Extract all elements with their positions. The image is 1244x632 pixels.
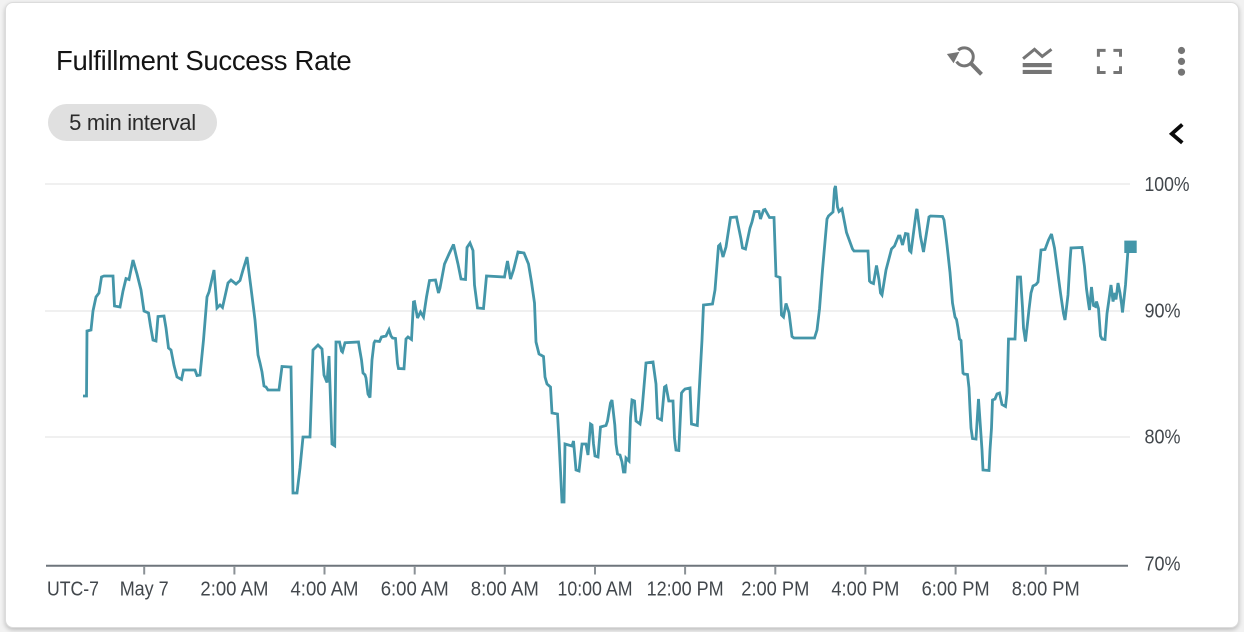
svg-text:UTC-7: UTC-7 [47,579,99,601]
svg-text:6:00 AM: 6:00 AM [381,579,449,601]
svg-text:4:00 AM: 4:00 AM [291,579,359,601]
svg-text:8:00 PM: 8:00 PM [1012,579,1080,601]
svg-text:12:00 PM: 12:00 PM [647,579,724,601]
svg-text:2:00 PM: 2:00 PM [741,579,809,601]
svg-text:6:00 PM: 6:00 PM [922,579,990,601]
svg-text:8:00 AM: 8:00 AM [471,579,539,601]
svg-text:80%: 80% [1145,427,1181,449]
svg-text:100%: 100% [1145,174,1190,196]
svg-text:90%: 90% [1145,301,1181,323]
svg-text:70%: 70% [1145,554,1181,576]
svg-text:2:00 AM: 2:00 AM [200,579,268,601]
svg-text:10:00 AM: 10:00 AM [558,579,633,601]
svg-text:May 7: May 7 [120,579,169,601]
svg-text:4:00 PM: 4:00 PM [831,579,899,601]
